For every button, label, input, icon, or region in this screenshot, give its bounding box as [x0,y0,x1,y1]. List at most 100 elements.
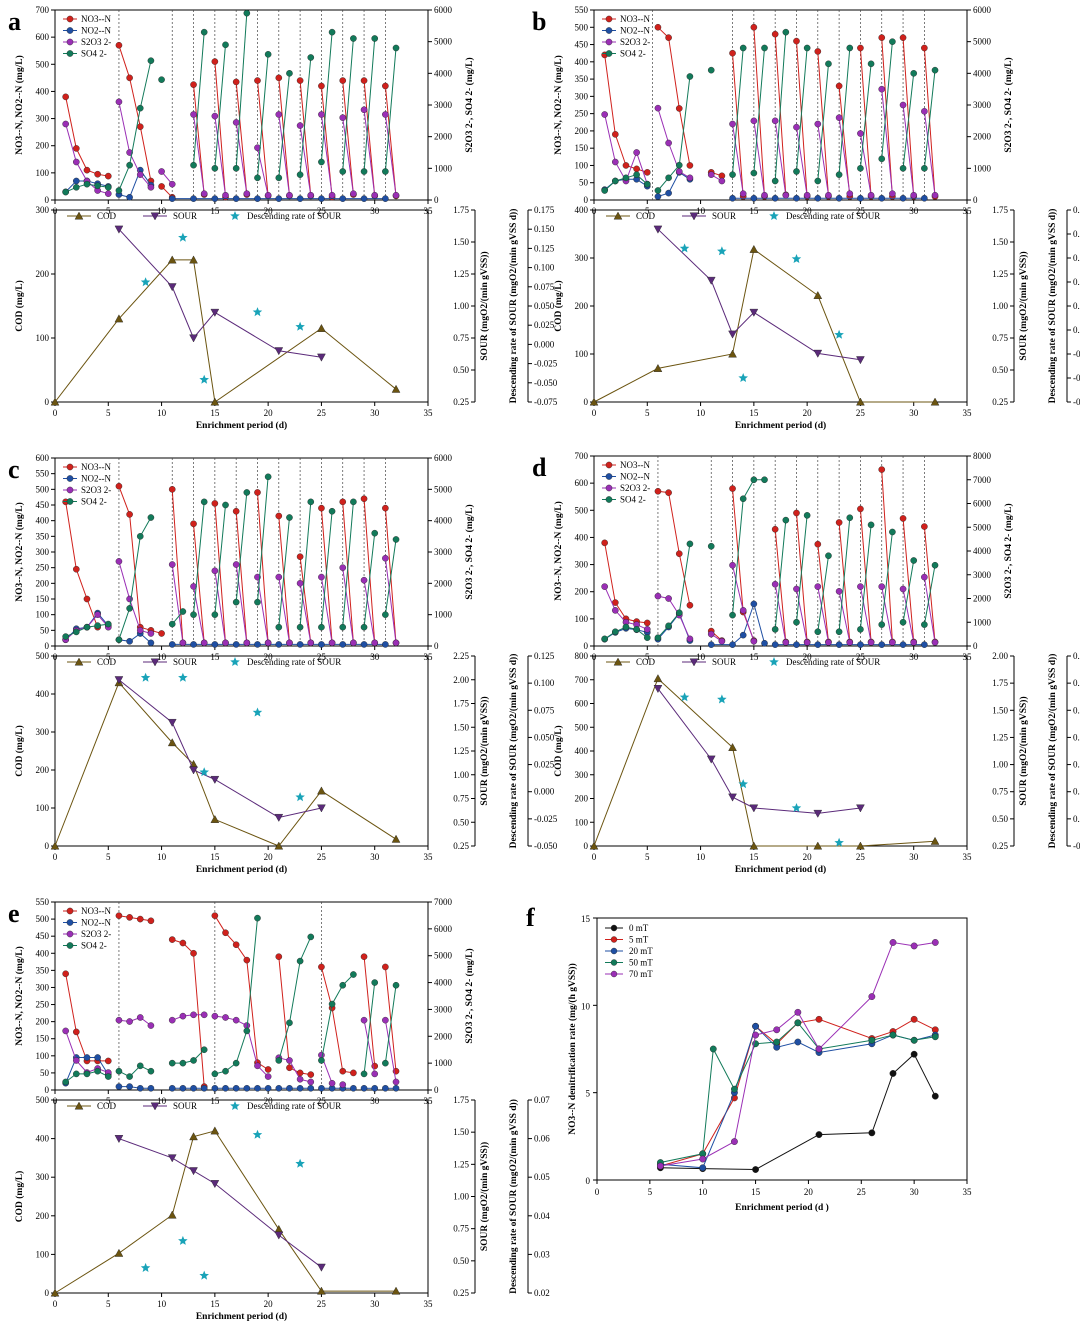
point-20mt [699,1164,707,1172]
no3-point [612,131,619,138]
rate-point [178,672,188,682]
so4-point [814,628,822,636]
rate-point [199,767,209,777]
so4-point [296,623,304,631]
cod-tick-label: 0 [45,841,50,851]
no3-series-line [65,501,99,628]
s2o3-point [654,104,662,112]
rate-tick-label: -0.075 [1073,397,1080,407]
y-left-tick-label: 550 [36,897,50,907]
so4-point [350,498,357,506]
legend-label-s2o3: S2O3 2- [620,37,650,47]
cod-point [317,786,326,795]
y-left-tick-label: 550 [575,5,589,15]
x-tick-label: 35 [424,1299,434,1309]
so4-point [104,1073,112,1080]
so4-point [62,188,69,196]
no3-point [73,1028,80,1036]
x-tick-label: 30 [909,408,919,418]
so4-point [835,171,843,178]
s2o3-point [392,191,400,199]
s2o3-point [382,111,389,118]
rate-point [295,321,305,331]
series-line-0mt [660,1053,936,1171]
so4-series-line [320,974,354,1061]
x-axis-label: Enrichment period (d) [196,420,287,431]
so4-series-line [817,63,829,182]
y-right-tick-label: 3000 [973,100,992,110]
y-left-tick-label: 500 [36,484,50,494]
s2o3-point [825,639,832,646]
so4-point [254,598,261,606]
so4-series-line [384,539,397,615]
s2o3-point [211,567,219,575]
so4-point [771,177,779,185]
legend-marker-s2o3 [605,484,613,492]
sour-tick-label: 1.75 [453,699,469,709]
legend-label-cod: COD [636,211,656,221]
s2o3-point [910,191,918,199]
rate-point [738,779,748,789]
s2o3-point [729,120,736,128]
sour-point [167,283,177,292]
no3-point [654,487,662,495]
y-left-tick-label: 150 [36,1034,50,1044]
so4-point [83,180,91,188]
so4-series-line [796,515,808,623]
s2o3-point [222,1014,229,1021]
bottom-legend: COD SOUR Descending rate of SOUR [606,657,880,667]
no2-series-line [118,169,152,198]
legend-marker-no2 [605,473,613,480]
y-left-tick-label: 200 [575,587,589,597]
so4-series-line [384,985,397,1064]
rate-point [252,707,263,717]
so4-point [296,957,304,965]
legend-label-rate: Descending rate of SOUR [247,657,341,667]
so4-series-line [193,501,205,615]
no2-point [190,1084,197,1092]
rate-tick-label: 0.000 [534,787,555,797]
rate-tick-label: 0.025 [534,760,555,770]
s2o3-point [296,122,304,129]
x-axis-label: Enrichment period (d) [735,420,826,431]
so4-point [601,635,608,643]
x-axis-label: Enrichment period (d) [196,1311,287,1322]
cod-tick-label: 0 [45,1288,50,1298]
no3-point [296,77,304,84]
y-left-tick-label: 100 [575,614,589,624]
y-left-axis-label: NO3--N, NO2--N (mg/L) [14,946,25,1045]
no2-point [360,1084,368,1092]
sour-tick-label: 1.25 [453,1159,469,1169]
s2o3-point [739,190,747,197]
no2-point [211,641,219,648]
cod-tick-label: 800 [575,651,589,661]
x-tick-label: 10 [157,408,167,418]
point-70mt [815,1045,823,1053]
no3-point [286,1064,293,1072]
no2-point [899,194,907,202]
s2o3-point [718,637,726,645]
x-tick-label: 30 [909,206,919,216]
cod-tick-label: 300 [36,727,50,737]
cod-point [167,255,177,264]
no3-point [232,78,240,86]
no2-point [729,194,736,202]
so4-point [392,981,400,989]
so4-point [654,634,662,641]
cod-point [50,841,60,850]
rate-tick-label: -0.050 [534,378,558,388]
x-tick-label: 25 [856,852,866,862]
no3-point [601,539,608,547]
so4-series-line [732,479,765,616]
panel-label: b [532,7,546,36]
y-left-tick-label: 0 [45,641,50,651]
cod-tick-label: 0 [584,397,589,407]
rate-point [140,277,151,287]
so4-series-line [817,555,829,632]
cod-tick-label: 200 [36,269,50,279]
legend-label-sour: SOUR [173,1101,197,1111]
rate-axis-label: Descending rate of SOUR (mgO2/(min gVSS … [1047,209,1058,404]
no3-series-line [657,26,691,166]
legend-marker-so4 [66,498,74,505]
bottom-axes-frame [54,209,429,403]
